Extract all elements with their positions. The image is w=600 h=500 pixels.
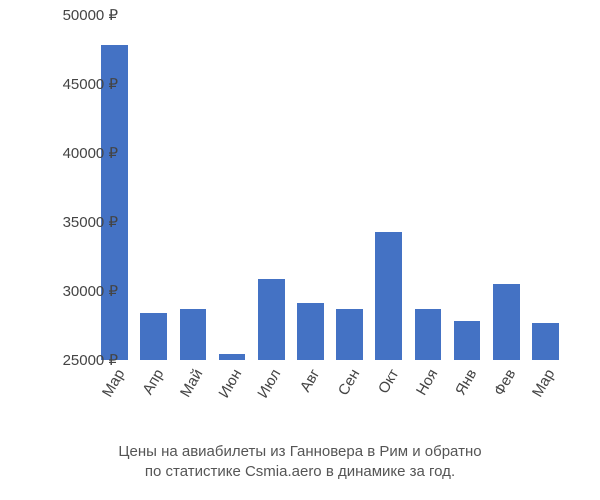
y-tick-label: 50000 ₽ — [63, 6, 118, 24]
y-tick-label: 40000 ₽ — [63, 144, 118, 162]
caption-line-1: Цены на авиабилеты из Ганновера в Рим и … — [118, 443, 481, 460]
x-tick-label: Май — [167, 366, 207, 418]
x-tick-label: Мар — [88, 366, 128, 418]
x-tick-label: Янв — [441, 366, 481, 418]
bar — [219, 354, 246, 360]
y-tick-label: 35000 ₽ — [63, 213, 118, 231]
x-tick-label: Ноя — [402, 366, 442, 418]
y-tick-label: 45000 ₽ — [63, 75, 118, 93]
bar — [180, 309, 207, 360]
x-tick-label: Авг — [284, 366, 324, 418]
chart-caption: Цены на авиабилеты из Ганновера в Рим и … — [0, 442, 600, 483]
bar — [140, 313, 167, 360]
bar — [493, 284, 520, 360]
x-tick-label: Сен — [323, 366, 363, 418]
bar — [297, 303, 324, 360]
x-tick-label: Мар — [519, 366, 559, 418]
bar — [258, 279, 285, 360]
caption-line-2: по статистике Csmia.aero в динамике за г… — [145, 463, 455, 480]
x-tick-label: Фев — [480, 366, 520, 418]
y-tick-label: 25000 ₽ — [63, 351, 118, 369]
bar — [375, 232, 402, 360]
bar — [415, 309, 442, 360]
bars-container — [95, 15, 565, 360]
bar — [532, 323, 559, 360]
x-tick-label: Окт — [362, 366, 402, 418]
bar — [454, 321, 481, 360]
bar — [336, 309, 363, 360]
plot-area — [95, 15, 565, 360]
price-dynamics-chart: 25000 ₽ 30000 ₽ 35000 ₽ 40000 ₽ 45000 ₽ 50000… — [0, 0, 600, 500]
x-tick-label: Июл — [245, 366, 285, 418]
y-tick-label: 30000 ₽ — [63, 282, 118, 300]
x-tick-label: Апр — [127, 366, 167, 418]
x-tick-label: Июн — [206, 366, 246, 418]
